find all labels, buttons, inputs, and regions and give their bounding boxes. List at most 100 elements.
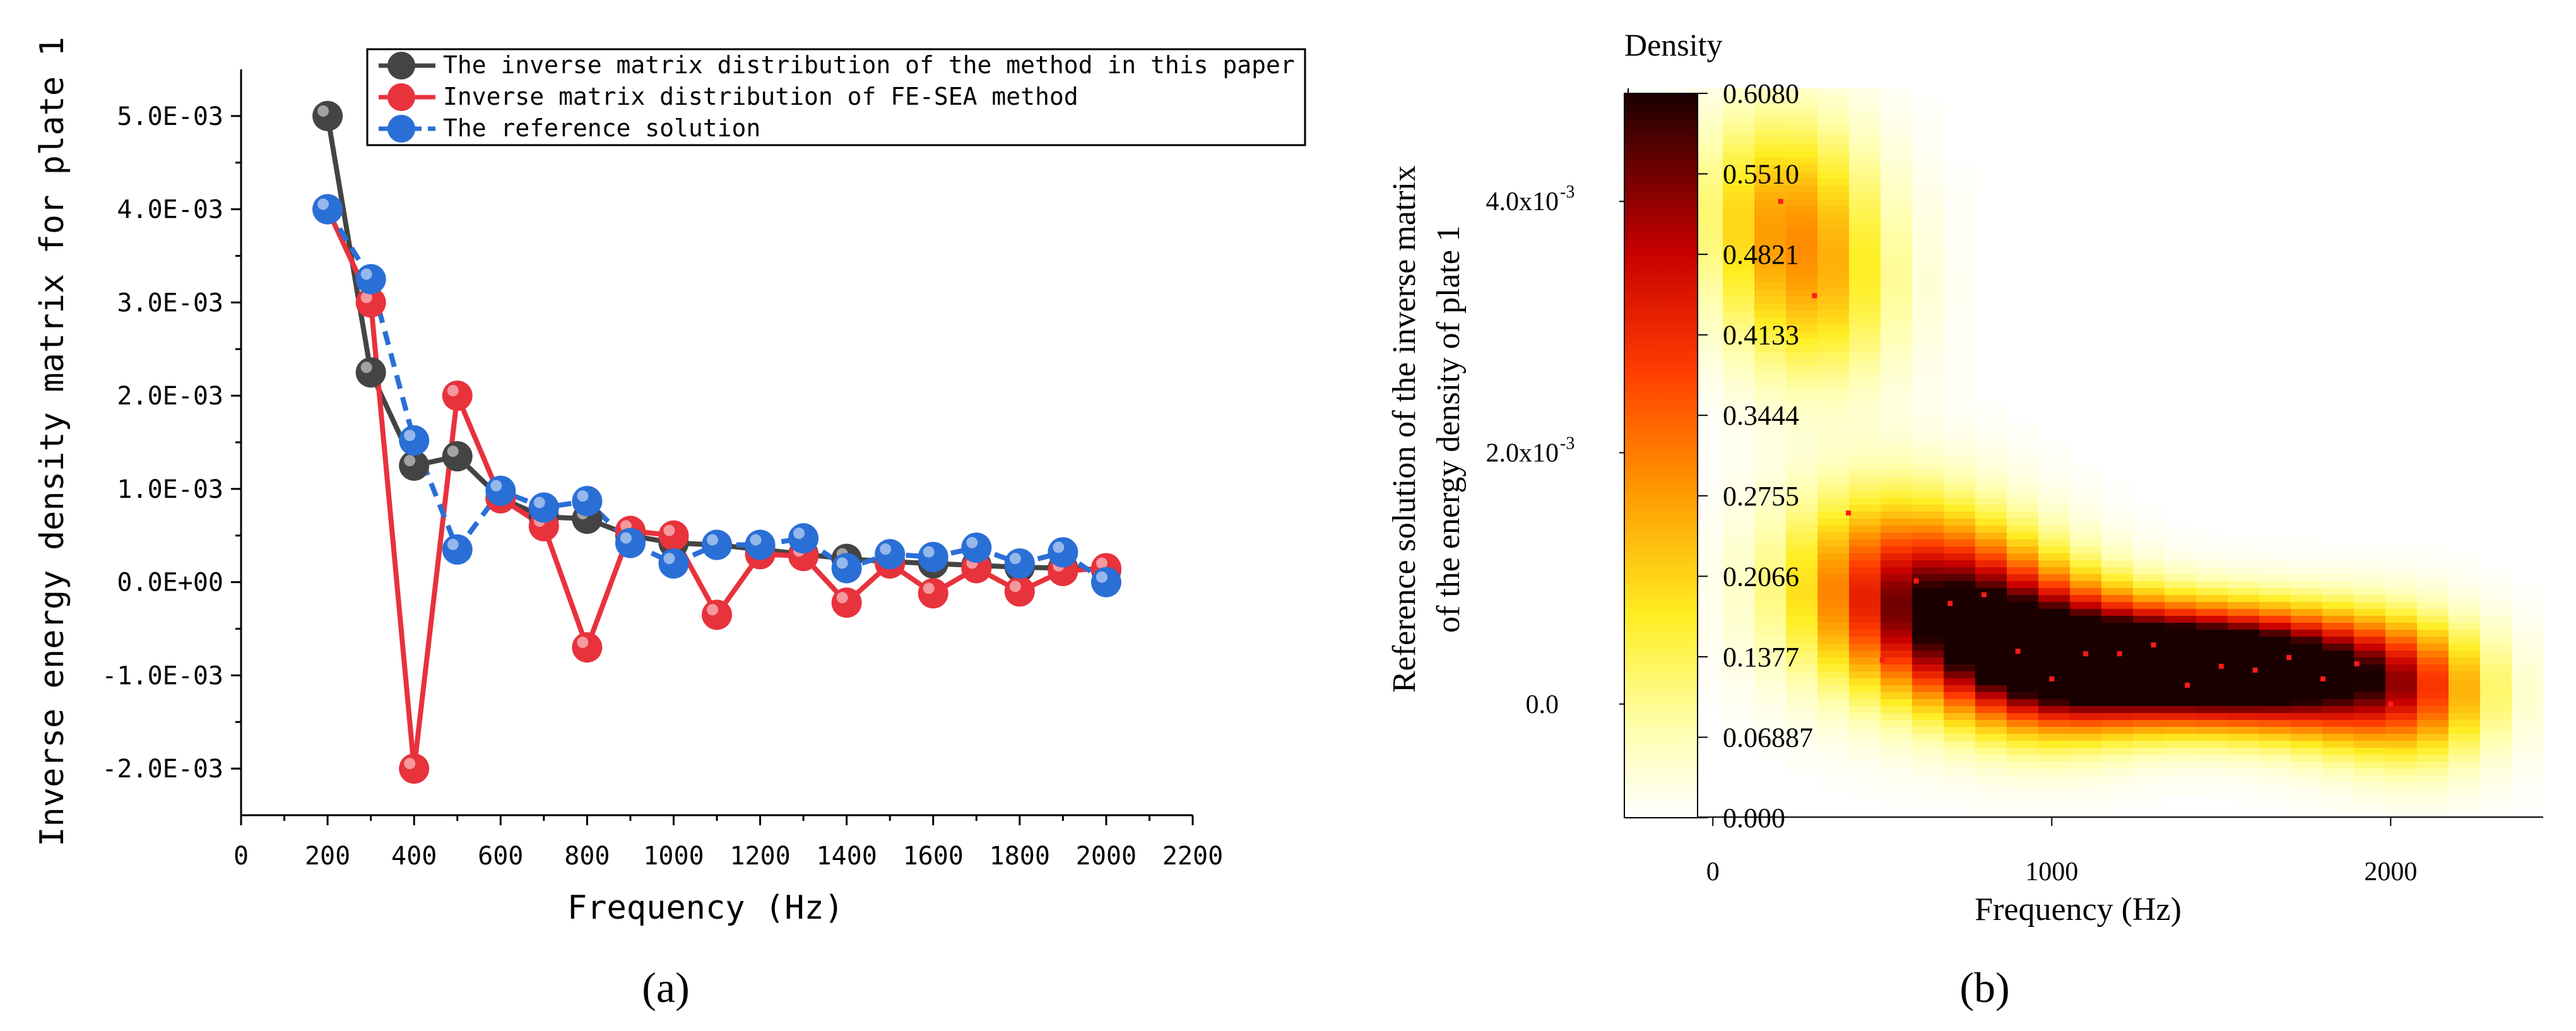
heatmap-cell	[1786, 227, 1818, 235]
y-tick-label: -2.0E-03	[102, 755, 223, 784]
heatmap-cell	[2101, 775, 2134, 783]
heatmap-cell	[1944, 491, 1976, 498]
heatmap-cell	[1754, 158, 1787, 165]
heatmap-cell	[1786, 498, 1818, 505]
heatmap-cell	[1817, 352, 1850, 360]
heatmap-cell	[2322, 685, 2354, 693]
data-point-highlight	[966, 536, 978, 548]
heatmap-cell	[2322, 789, 2354, 797]
data-point	[1981, 592, 1987, 598]
data-point-series-1	[442, 441, 473, 472]
data-point-series-3	[702, 529, 732, 560]
heatmap-cell	[1881, 734, 1913, 741]
data-point-highlight	[707, 604, 718, 616]
heatmap-cell	[2070, 720, 2102, 728]
heatmap-cell	[2038, 671, 2071, 679]
heatmap-cell	[2038, 456, 2071, 464]
heatmap-cell	[1786, 310, 1818, 318]
heatmap-cell	[2385, 782, 2418, 790]
heatmap-cell	[2165, 734, 2197, 741]
heatmap-cell	[2007, 456, 2039, 464]
heatmap-cell	[1975, 796, 2007, 804]
heatmap-cell	[2007, 588, 2039, 596]
heatmap-cell	[2259, 644, 2291, 651]
heatmap-cell	[1944, 560, 1976, 568]
data-point-series-3	[399, 425, 430, 456]
heatmap-cell	[2354, 637, 2386, 644]
heatmap-cell	[1817, 456, 1850, 464]
heatmap-cell	[1723, 644, 1755, 651]
heatmap-cell	[1912, 290, 1944, 297]
heatmap-cell	[1723, 192, 1755, 200]
heatmap-cell	[1691, 220, 1723, 228]
heatmap-cell	[2007, 484, 2039, 492]
x-tick-label: 1400	[816, 842, 877, 871]
heatmap-cell	[1849, 428, 1881, 436]
heatmap-cell	[2165, 630, 2197, 637]
y-tick-label: -1.0E-03	[102, 661, 223, 690]
heatmap-cell	[2007, 491, 2039, 498]
heatmap-cell	[1786, 366, 1818, 374]
heatmap-cell	[1975, 657, 2007, 665]
heatmap-cell	[2038, 651, 2071, 658]
heatmap-cell	[2038, 720, 2071, 728]
heatmap-cell	[1723, 387, 1755, 394]
heatmap-cell	[1881, 227, 1913, 235]
heatmap-cell	[2385, 671, 2418, 679]
heatmap-cell	[1817, 144, 1850, 151]
heatmap-cell	[2101, 748, 2134, 755]
heatmap-cell	[2512, 706, 2543, 714]
heatmap-cell	[1754, 449, 1787, 457]
heatmap-cell	[1754, 366, 1787, 374]
heatmap-cell	[2385, 713, 2418, 721]
heatmap-cell	[1944, 380, 1976, 387]
heatmap-cell	[2449, 623, 2481, 630]
heatmap-cell	[2228, 630, 2260, 637]
heatmap-cell	[2417, 609, 2449, 616]
data-point-series-2	[442, 380, 473, 411]
heatmap-cell	[1691, 671, 1723, 679]
heatmap-cell	[1849, 782, 1881, 790]
heatmap-cell	[2101, 699, 2134, 707]
heatmap-cell	[2007, 498, 2039, 505]
heatmap-cell	[1691, 657, 1723, 665]
heatmap-cell	[1817, 512, 1850, 519]
heatmap-cell	[2385, 616, 2418, 623]
heatmap-cell	[2480, 734, 2512, 741]
heatmap-cell	[1786, 609, 1818, 616]
heatmap-cell	[1723, 408, 1755, 415]
heatmap-cell	[1754, 442, 1787, 450]
heatmap-cell	[1881, 769, 1913, 776]
heatmap-cell	[1944, 477, 1976, 485]
heatmap-cell	[1849, 116, 1881, 124]
heatmap-cell	[1881, 727, 1913, 734]
heatmap-cell	[1691, 234, 1723, 242]
heatmap-cell	[2449, 803, 2481, 811]
heatmap-cell	[1912, 560, 1944, 568]
colorbar-tick-label: 0.000	[1723, 803, 1785, 834]
heatmap-cell	[1975, 637, 2007, 644]
heatmap-cell	[2133, 553, 2165, 561]
data-point-series-2	[1004, 576, 1035, 607]
heatmap-cell	[1754, 338, 1787, 346]
heatmap-cell	[2133, 755, 2165, 762]
heatmap-cell	[1754, 345, 1787, 353]
heatmap-cell	[2165, 720, 2197, 728]
heatmap-cell	[1723, 692, 1755, 700]
heatmap-cell	[2070, 692, 2102, 700]
heatmap-cell	[1912, 283, 1944, 290]
heatmap-cell	[2385, 644, 2418, 651]
heatmap-cell	[2291, 567, 2323, 575]
heatmap-cell	[1849, 186, 1881, 193]
heatmap-cell	[2512, 602, 2543, 610]
heatmap-cell	[1691, 345, 1723, 353]
heatmap-cell	[1723, 290, 1755, 297]
data-point-series-3	[615, 527, 646, 558]
heatmap-cell	[2228, 755, 2260, 762]
heatmap-cell	[2228, 616, 2260, 623]
heatmap-cell	[1817, 206, 1850, 214]
heatmap-cell	[1754, 123, 1787, 131]
heatmap-cell	[1723, 484, 1755, 492]
heatmap-cell	[2354, 734, 2386, 741]
heatmap-cell	[1849, 206, 1881, 214]
